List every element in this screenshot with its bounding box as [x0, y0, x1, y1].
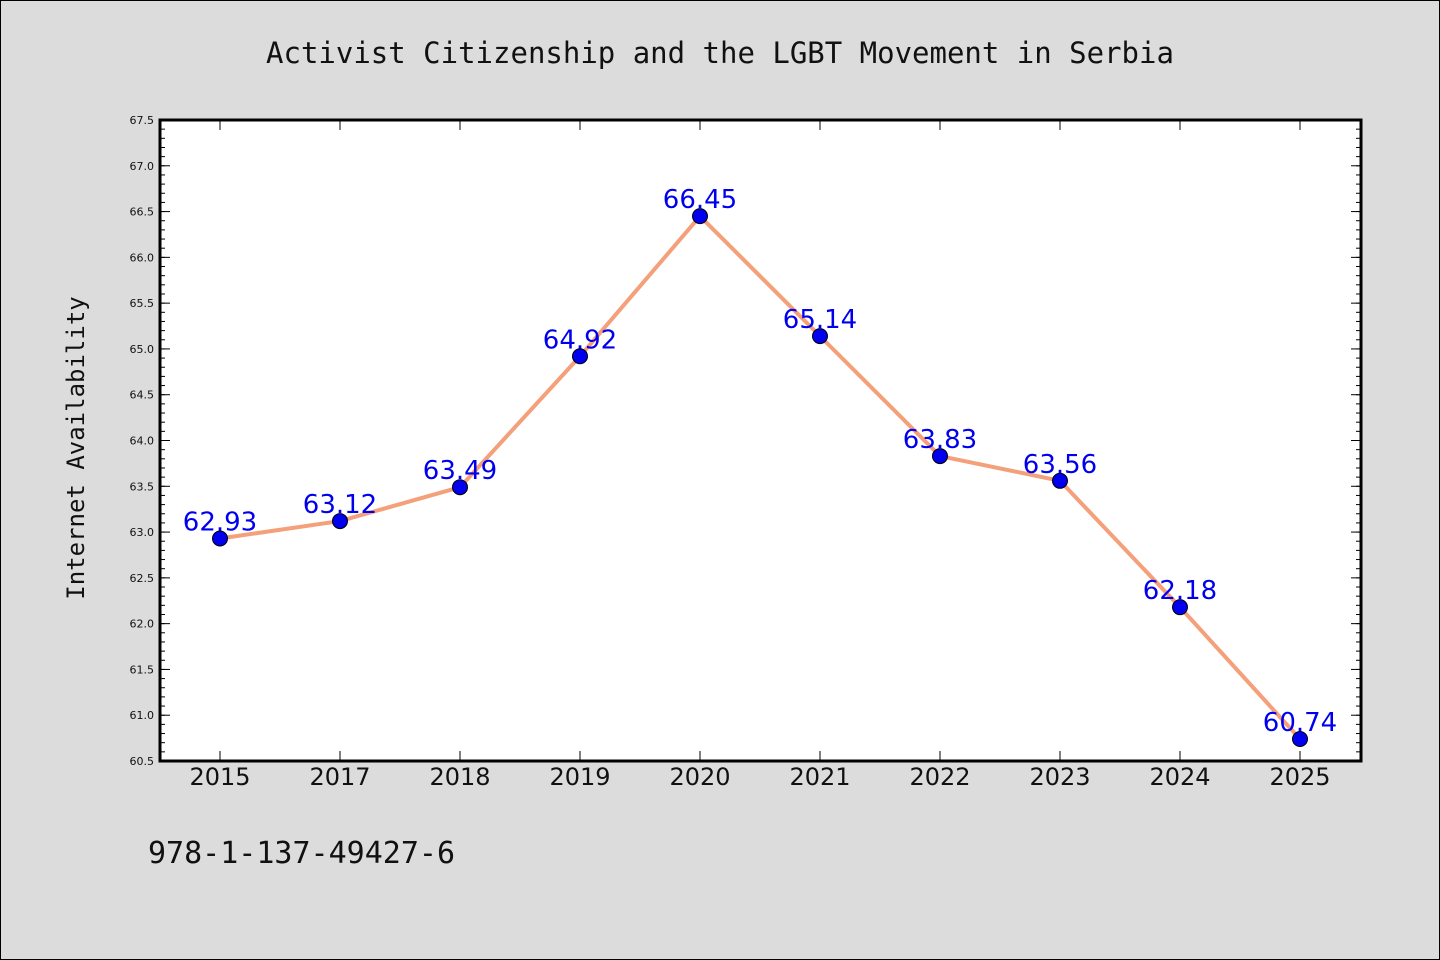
x-axis: 2015 2017 2018 2019 2020 2021 2022 2023 2024 2025: [189, 120, 1331, 791]
data-point: [1052, 472, 1068, 489]
y-tick-label: 60.5: [130, 755, 155, 768]
data-point: [1172, 599, 1188, 616]
data-label: 64.92: [543, 325, 617, 355]
x-tick-label: 2021: [789, 763, 850, 791]
data-label: 63.49: [423, 456, 497, 486]
data-label: 62.93: [183, 507, 257, 537]
data-label: 60.74: [1263, 708, 1337, 738]
chart-title: Activist Citizenship and the LGBT Moveme…: [266, 36, 1174, 70]
y-tick-label: 63.5: [130, 480, 155, 493]
y-tick-label: 61.5: [130, 663, 155, 676]
data-label: 66.45: [663, 185, 737, 215]
data-point: [572, 348, 588, 365]
data-point: [932, 448, 948, 465]
data-point: [452, 479, 468, 496]
data-point: [212, 530, 228, 547]
data-label: 63.56: [1023, 450, 1097, 480]
y-tick-label: 66.0: [130, 251, 155, 264]
data-point: [812, 328, 828, 345]
x-tick-label: 2023: [1029, 763, 1090, 791]
y-tick-label: 65.0: [130, 343, 155, 356]
x-tick-label: 2025: [1269, 763, 1330, 791]
y-tick-label: 61.0: [130, 709, 155, 722]
y-tick-label: 64.5: [130, 389, 155, 402]
data-point: [692, 208, 708, 225]
series-line: [218, 214, 1302, 742]
data-label: 62.18: [1143, 576, 1217, 606]
x-tick-label: 2015: [189, 763, 250, 791]
data-label: 65.14: [783, 305, 857, 335]
data-label: 63.83: [903, 425, 977, 455]
y-tick-label: 67.5: [130, 114, 155, 127]
x-tick-label: 2017: [309, 763, 370, 791]
x-tick-label: 2019: [549, 763, 610, 791]
y-tick-label: 64.0: [130, 435, 155, 448]
x-tick-label: 2020: [669, 763, 730, 791]
y-tick-label: 66.5: [130, 206, 155, 219]
plot-area: [158, 118, 1363, 763]
x-tick-label: 2024: [1149, 763, 1210, 791]
y-tick-label: 62.0: [130, 618, 155, 631]
y-tick-label: 63.0: [130, 526, 155, 539]
y-axis: 60.5 61.0 61.5 62.0 62.5 63.0 63.5 64.0 64.5 65.0…: [130, 114, 1361, 768]
data-point: [1292, 731, 1308, 748]
x-tick-label: 2022: [909, 763, 970, 791]
y-axis-label: Internet Availability: [62, 296, 90, 599]
y-tick-label: 65.5: [130, 297, 155, 310]
data-point: [332, 513, 348, 530]
isbn-text: 978-1-137-49427-6: [148, 836, 455, 871]
data-label: 63.12: [303, 490, 377, 520]
x-tick-label: 2018: [429, 763, 490, 791]
y-tick-label: 67.0: [130, 160, 155, 173]
series-layer: 62.93 63.12 63.49 64.92 66.45 65.14 63.83 63.56…: [183, 185, 1337, 748]
y-tick-label: 62.5: [130, 572, 155, 585]
